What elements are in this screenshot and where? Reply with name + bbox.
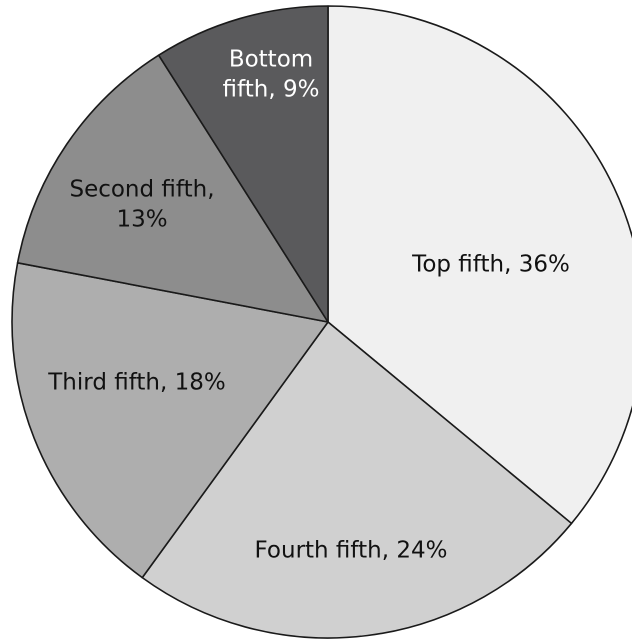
slice-label-line: Third fifth, 18% <box>47 370 226 396</box>
slice-label-fourth-fifth: Fourth fifth, 24% <box>255 538 448 564</box>
pie-slice-fourth-fifth <box>141 321 573 639</box>
slice-label-line: fifth, 9% <box>223 77 320 103</box>
slice-label-line: Top fifth, 36% <box>411 252 570 278</box>
slice-label-third-fifth: Third fifth, 18% <box>47 370 226 396</box>
slice-label-second-fifth: Second fifth, 13% <box>69 177 214 233</box>
pie-slice-second-fifth <box>16 54 329 323</box>
slice-label-line: Bottom <box>229 47 313 73</box>
pie-slice-bottom-fifth <box>157 5 329 323</box>
slice-label-line: 13% <box>116 207 167 233</box>
slice-label-line: Second fifth, <box>69 177 214 203</box>
slice-label-top-fifth: Top fifth, 36% <box>411 252 570 278</box>
pie-slice-third-fifth <box>11 261 329 579</box>
pie-slice-top-fifth <box>327 5 632 525</box>
slice-label-bottom-fifth: Bottom fifth, 9% <box>223 47 320 103</box>
slice-label-line: Fourth fifth, 24% <box>255 538 448 564</box>
